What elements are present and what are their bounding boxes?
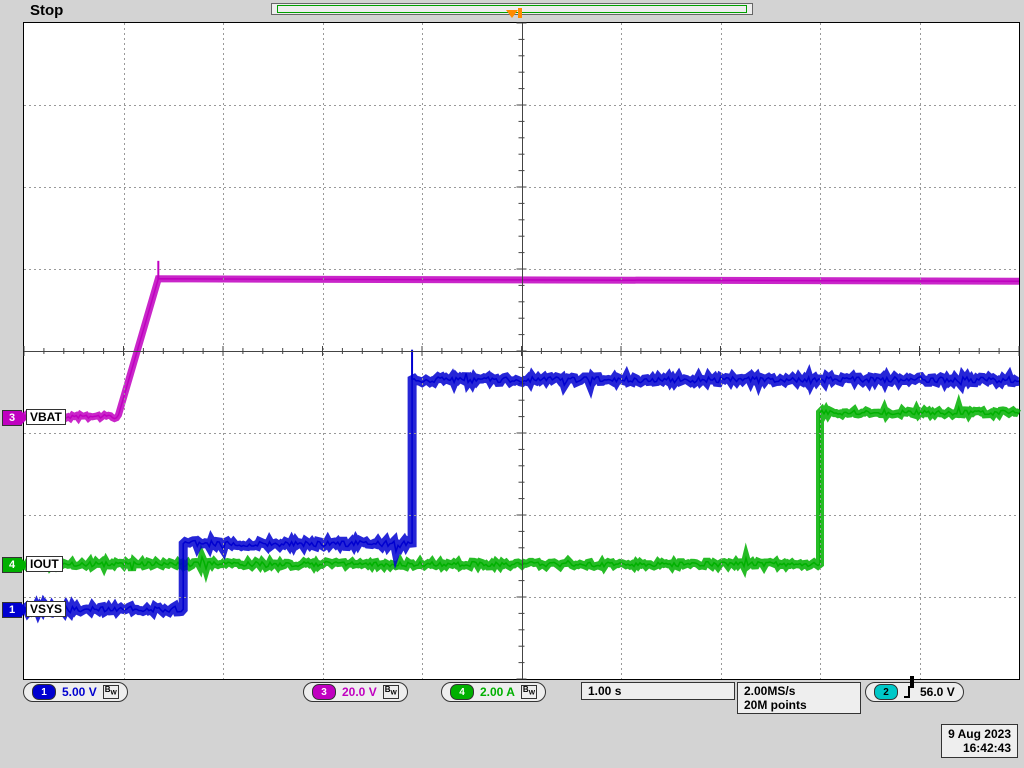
timestamp: 9 Aug 2023 16:42:43: [941, 724, 1018, 758]
bw-icon: BW: [383, 685, 399, 699]
ch1-label: VSYS: [26, 601, 66, 617]
rising-edge-icon: [904, 686, 914, 698]
ch3-label: VBAT: [26, 409, 66, 425]
readout-strip: 1 5.00 V BW 3 20.0 V BW 4 2.00 A BW 1.00…: [23, 682, 1018, 716]
ch3-badge: 3: [312, 684, 336, 700]
waveform-plot: 3VBAT4IOUT1VSYS: [23, 22, 1020, 680]
ch4-scale: 2.00 A: [480, 685, 515, 699]
ch3-readout: 3 20.0 V BW: [303, 682, 408, 702]
ch4-readout: 4 2.00 A BW: [441, 682, 546, 702]
ch3-scale: 20.0 V: [342, 685, 377, 699]
ch1-ground-marker: 1: [2, 602, 22, 618]
ch1-readout: 1 5.00 V BW: [23, 682, 128, 702]
run-status: Stop: [30, 2, 63, 19]
trigger-readout: 2 56.0 V: [865, 682, 964, 702]
ch1-scale: 5.00 V: [62, 685, 97, 699]
trigger-position-marker: [506, 10, 518, 18]
bw-icon: BW: [521, 685, 537, 699]
ch3-ground-marker: 3: [2, 410, 22, 426]
ch4-ground-marker: 4: [2, 557, 22, 573]
timebase-readout: 1.00 s: [581, 682, 735, 700]
trigger-ch-badge: 2: [874, 684, 898, 700]
bw-icon: BW: [103, 685, 119, 699]
ch1-badge: 1: [32, 684, 56, 700]
ch4-label: IOUT: [26, 556, 63, 572]
acquisition-readout: 2.00MS/s 20M points: [737, 682, 861, 714]
trigger-level: 56.0 V: [920, 685, 955, 699]
ch4-badge: 4: [450, 684, 474, 700]
